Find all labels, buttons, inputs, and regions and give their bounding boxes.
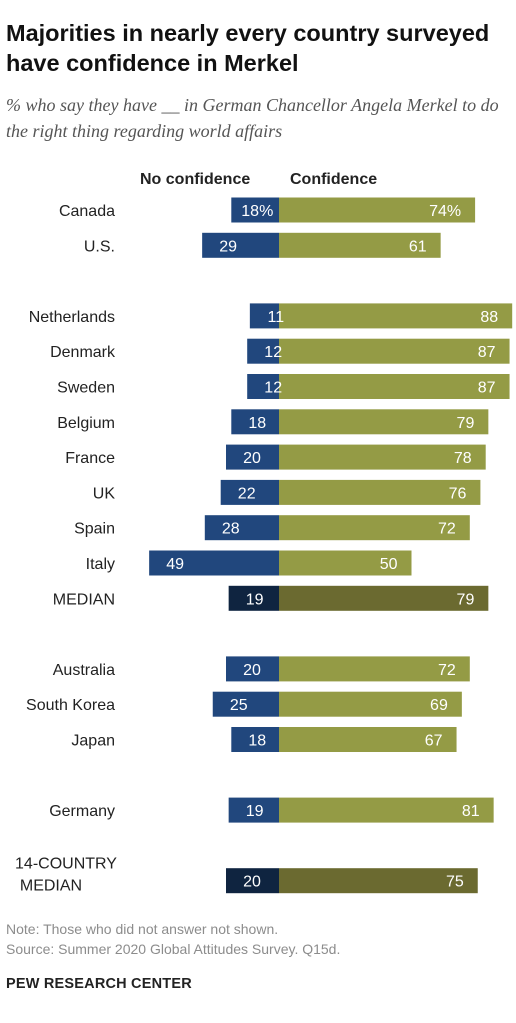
chart-note: Note: Those who did not answer not shown… — [6, 921, 279, 937]
value-confidence-spain: 72 — [438, 521, 456, 538]
category-label-belgium: Belgium — [57, 415, 115, 432]
bar-no-confidence-canada — [231, 197, 279, 223]
bar-no-confidence-spain — [204, 515, 279, 541]
value-confidence-u-s: 61 — [409, 238, 427, 255]
category-label-germany: Germany — [49, 803, 115, 820]
value-no-confidence-france: 20 — [243, 450, 261, 467]
bar-confidence-france — [279, 444, 486, 470]
bar-no-confidence-italy — [149, 550, 279, 576]
value-no-confidence-median: 19 — [246, 591, 264, 608]
category-label-japan: Japan — [71, 733, 115, 750]
bar-confidence-14-country-median — [279, 868, 478, 894]
bar-confidence-south-korea — [279, 691, 462, 717]
bar-confidence-spain — [279, 515, 470, 541]
value-no-confidence-netherlands: 11 — [268, 309, 285, 326]
category-label-south-korea: South Korea — [26, 697, 115, 714]
bar-no-confidence-japan — [231, 727, 279, 752]
category-label-italy: Italy — [86, 556, 115, 573]
bar-confidence-denmark — [279, 338, 510, 364]
bar-confidence-belgium — [279, 409, 489, 435]
legend-confidence: Confidence — [290, 171, 378, 188]
bar-no-confidence-australia — [226, 656, 279, 682]
bar-confidence-australia — [279, 656, 470, 682]
bar-no-confidence-uk — [220, 479, 279, 505]
value-no-confidence-canada: 18% — [241, 203, 273, 220]
value-confidence-sweden: 87 — [478, 380, 496, 397]
category-label-spain: Spain — [74, 521, 115, 538]
bar-no-confidence-france — [226, 444, 279, 470]
category-label-median: MEDIAN — [53, 591, 115, 608]
value-no-confidence-denmark: 12 — [264, 344, 282, 361]
bar-no-confidence-denmark — [247, 338, 279, 364]
value-no-confidence-14-country-median: 20 — [243, 874, 261, 891]
bar-no-confidence-u-s — [202, 232, 279, 258]
category-label-canada: Canada — [59, 203, 115, 220]
chart-subtitle: % who say they have __ in German Chancel… — [6, 95, 499, 141]
organization-name: PEW RESEARCH CENTER — [6, 976, 192, 992]
value-confidence-denmark: 87 — [478, 344, 496, 361]
bar-no-confidence-belgium — [231, 409, 279, 435]
chart-source: Source: Summer 2020 Global Attitudes Sur… — [6, 941, 341, 957]
value-confidence-uk: 76 — [449, 485, 467, 502]
legend-no-confidence: No confidence — [140, 171, 251, 188]
category-label-u-s: U.S. — [84, 238, 115, 255]
category-label-netherlands: Netherlands — [29, 309, 115, 326]
bar-confidence-canada — [279, 197, 476, 223]
category-label-france: France — [65, 450, 115, 467]
bar-confidence-germany — [279, 797, 494, 823]
bar-confidence-median — [279, 585, 489, 611]
value-no-confidence-south-korea: 25 — [230, 697, 248, 714]
bar-confidence-netherlands — [279, 303, 513, 329]
value-confidence-france: 78 — [454, 450, 472, 467]
bar-confidence-italy — [279, 550, 412, 576]
value-confidence-median: 79 — [457, 591, 475, 608]
value-confidence-australia: 72 — [438, 662, 456, 679]
value-no-confidence-spain: 28 — [222, 521, 240, 538]
chart-title: Majorities in nearly every country surve… — [6, 20, 490, 76]
bar-no-confidence-median — [228, 585, 279, 611]
value-no-confidence-australia: 20 — [243, 662, 261, 679]
bar-no-confidence-sweden — [247, 374, 279, 399]
bar-no-confidence-netherlands — [249, 303, 279, 329]
bar-confidence-u-s — [279, 232, 441, 258]
value-confidence-canada: 74% — [429, 203, 461, 220]
category-label-australia: Australia — [53, 662, 115, 679]
value-confidence-netherlands: 88 — [480, 309, 498, 326]
value-no-confidence-uk: 22 — [238, 485, 256, 502]
bar-confidence-japan — [279, 727, 457, 752]
value-no-confidence-italy: 49 — [166, 556, 184, 573]
value-no-confidence-germany: 19 — [246, 803, 264, 820]
category-label-uk: UK — [93, 485, 116, 502]
value-no-confidence-sweden: 12 — [264, 380, 282, 397]
value-no-confidence-belgium: 18 — [248, 415, 266, 432]
diverging-bar-chart: 18% 74% Canada 29 61 U.S. 11 88 Netherlands 12 87 D… — [15, 197, 513, 895]
bar-no-confidence-14-country-median — [226, 868, 279, 894]
category-label-sweden: Sweden — [57, 380, 115, 397]
bar-no-confidence-germany — [228, 797, 279, 823]
bar-confidence-uk — [279, 479, 481, 505]
value-confidence-germany: 81 — [462, 803, 480, 820]
value-confidence-south-korea: 69 — [430, 697, 448, 714]
value-confidence-italy: 50 — [380, 556, 398, 573]
category-label-denmark: Denmark — [50, 344, 116, 361]
value-confidence-14-country-median: 75 — [446, 874, 464, 891]
value-no-confidence-u-s: 29 — [219, 238, 237, 255]
category-label-14-country-median: 14-COUNTRY MEDIAN — [15, 856, 117, 895]
bar-no-confidence-south-korea — [212, 691, 279, 717]
value-confidence-japan: 67 — [425, 733, 443, 750]
value-confidence-belgium: 79 — [457, 415, 475, 432]
value-no-confidence-japan: 18 — [248, 733, 266, 750]
bar-confidence-sweden — [279, 374, 510, 399]
